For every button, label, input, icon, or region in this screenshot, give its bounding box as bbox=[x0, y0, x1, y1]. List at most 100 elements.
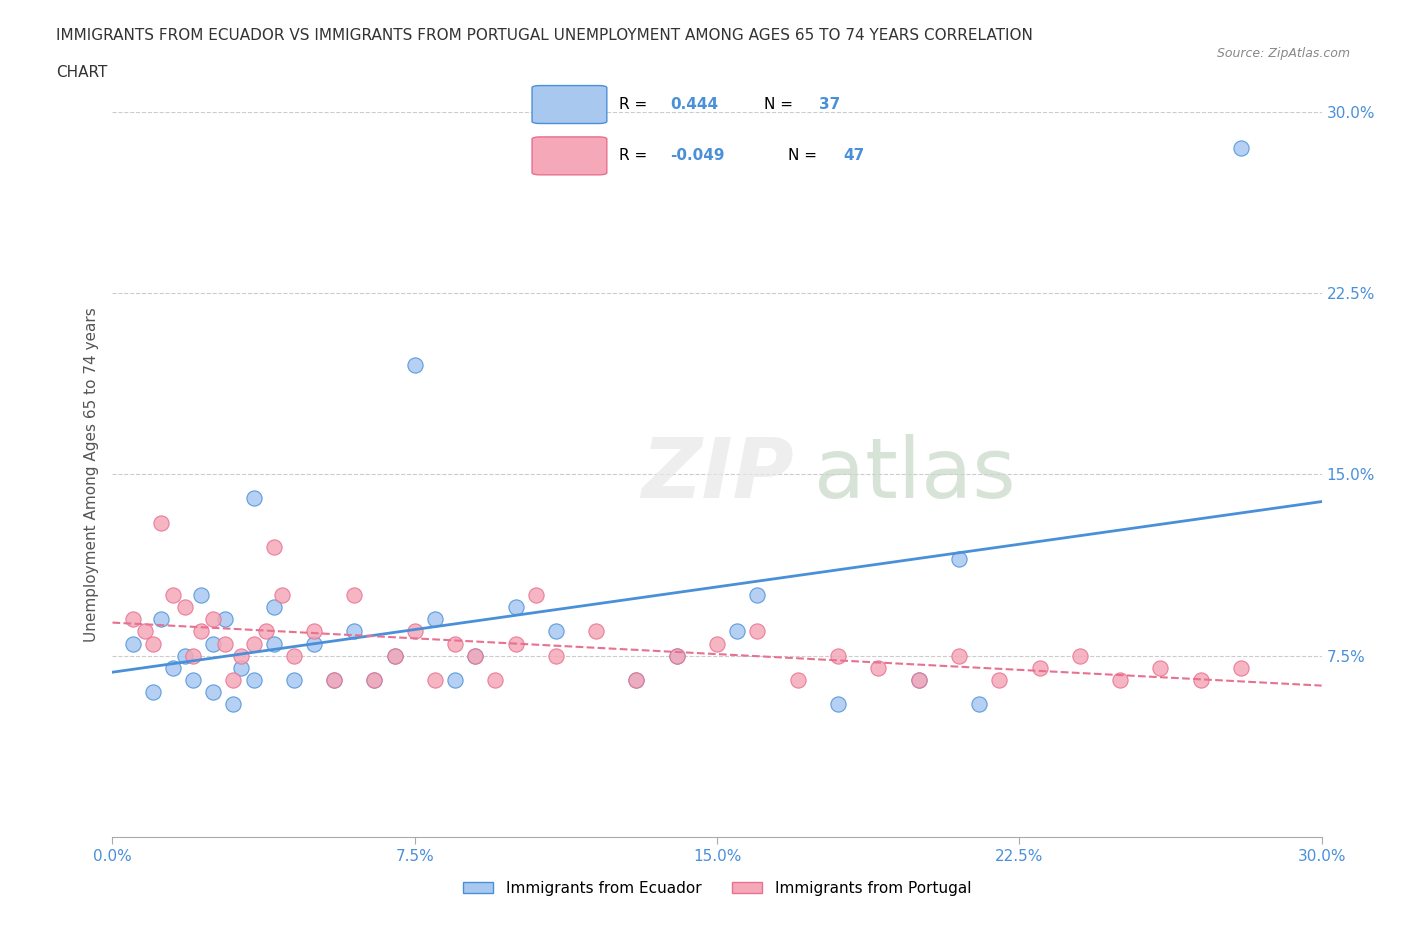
Point bbox=[827, 697, 849, 711]
Point bbox=[363, 672, 385, 687]
Point bbox=[585, 624, 607, 639]
Point bbox=[121, 636, 143, 651]
Point bbox=[242, 636, 264, 651]
Point bbox=[190, 624, 212, 639]
Point bbox=[202, 636, 225, 651]
Point bbox=[302, 624, 325, 639]
Point bbox=[747, 588, 769, 603]
Point bbox=[505, 600, 527, 615]
Point bbox=[222, 672, 245, 687]
Point bbox=[283, 648, 305, 663]
Text: 37: 37 bbox=[820, 97, 841, 112]
Point bbox=[1069, 648, 1091, 663]
Point bbox=[242, 672, 264, 687]
Point bbox=[907, 672, 929, 687]
Text: Source: ZipAtlas.com: Source: ZipAtlas.com bbox=[1216, 46, 1350, 60]
Point bbox=[423, 612, 446, 627]
Point bbox=[868, 660, 890, 675]
FancyBboxPatch shape bbox=[531, 86, 607, 124]
Point bbox=[1230, 140, 1253, 155]
Point bbox=[263, 539, 285, 554]
Text: R =: R = bbox=[619, 149, 652, 164]
Point bbox=[544, 624, 567, 639]
Point bbox=[134, 624, 156, 639]
Point bbox=[544, 648, 567, 663]
Text: 47: 47 bbox=[844, 149, 865, 164]
Point bbox=[665, 648, 688, 663]
Text: CHART: CHART bbox=[56, 65, 108, 80]
Point bbox=[484, 672, 506, 687]
Point bbox=[988, 672, 1011, 687]
Point bbox=[444, 672, 467, 687]
Point bbox=[343, 588, 366, 603]
Text: ZIP: ZIP bbox=[641, 433, 793, 515]
Point bbox=[202, 612, 225, 627]
Point bbox=[202, 684, 225, 699]
Point bbox=[1028, 660, 1050, 675]
Point bbox=[665, 648, 688, 663]
Point bbox=[222, 697, 245, 711]
Point bbox=[149, 612, 172, 627]
Point bbox=[524, 588, 547, 603]
Point bbox=[706, 636, 728, 651]
Point bbox=[907, 672, 929, 687]
Point bbox=[231, 660, 253, 675]
Point bbox=[121, 612, 143, 627]
Point bbox=[323, 672, 346, 687]
Point bbox=[174, 600, 197, 615]
Point bbox=[948, 648, 970, 663]
Point bbox=[174, 648, 197, 663]
Point bbox=[142, 636, 165, 651]
Text: N =: N = bbox=[765, 97, 799, 112]
Point bbox=[242, 491, 264, 506]
Point bbox=[270, 588, 292, 603]
Point bbox=[1189, 672, 1212, 687]
Point bbox=[263, 636, 285, 651]
Point bbox=[142, 684, 165, 699]
Point bbox=[786, 672, 808, 687]
Point bbox=[423, 672, 446, 687]
Point bbox=[1109, 672, 1132, 687]
Point bbox=[190, 588, 212, 603]
Point bbox=[725, 624, 748, 639]
Point bbox=[254, 624, 277, 639]
Point bbox=[827, 648, 849, 663]
Point bbox=[181, 648, 204, 663]
Point bbox=[747, 624, 769, 639]
Point bbox=[302, 636, 325, 651]
Point bbox=[283, 672, 305, 687]
Point bbox=[181, 672, 204, 687]
Point bbox=[162, 660, 184, 675]
Point bbox=[967, 697, 990, 711]
Point bbox=[263, 600, 285, 615]
Point bbox=[231, 648, 253, 663]
Point bbox=[162, 588, 184, 603]
Text: -0.049: -0.049 bbox=[669, 149, 724, 164]
Point bbox=[505, 636, 527, 651]
Point bbox=[464, 648, 486, 663]
Text: IMMIGRANTS FROM ECUADOR VS IMMIGRANTS FROM PORTUGAL UNEMPLOYMENT AMONG AGES 65 T: IMMIGRANTS FROM ECUADOR VS IMMIGRANTS FR… bbox=[56, 28, 1033, 43]
Text: N =: N = bbox=[787, 149, 821, 164]
FancyBboxPatch shape bbox=[531, 137, 607, 175]
Point bbox=[626, 672, 648, 687]
Point bbox=[214, 636, 236, 651]
Point bbox=[384, 648, 406, 663]
Point bbox=[464, 648, 486, 663]
Point bbox=[214, 612, 236, 627]
Point bbox=[948, 551, 970, 566]
Text: R =: R = bbox=[619, 97, 652, 112]
Point bbox=[404, 358, 426, 373]
Point bbox=[1230, 660, 1253, 675]
Text: atlas: atlas bbox=[814, 433, 1015, 515]
Point bbox=[404, 624, 426, 639]
Point bbox=[363, 672, 385, 687]
Point bbox=[444, 636, 467, 651]
Point bbox=[626, 672, 648, 687]
Point bbox=[343, 624, 366, 639]
Point bbox=[149, 515, 172, 530]
Point bbox=[384, 648, 406, 663]
Y-axis label: Unemployment Among Ages 65 to 74 years: Unemployment Among Ages 65 to 74 years bbox=[83, 307, 98, 642]
Text: 0.444: 0.444 bbox=[669, 97, 718, 112]
Point bbox=[1149, 660, 1171, 675]
Legend: Immigrants from Ecuador, Immigrants from Portugal: Immigrants from Ecuador, Immigrants from… bbox=[457, 875, 977, 902]
